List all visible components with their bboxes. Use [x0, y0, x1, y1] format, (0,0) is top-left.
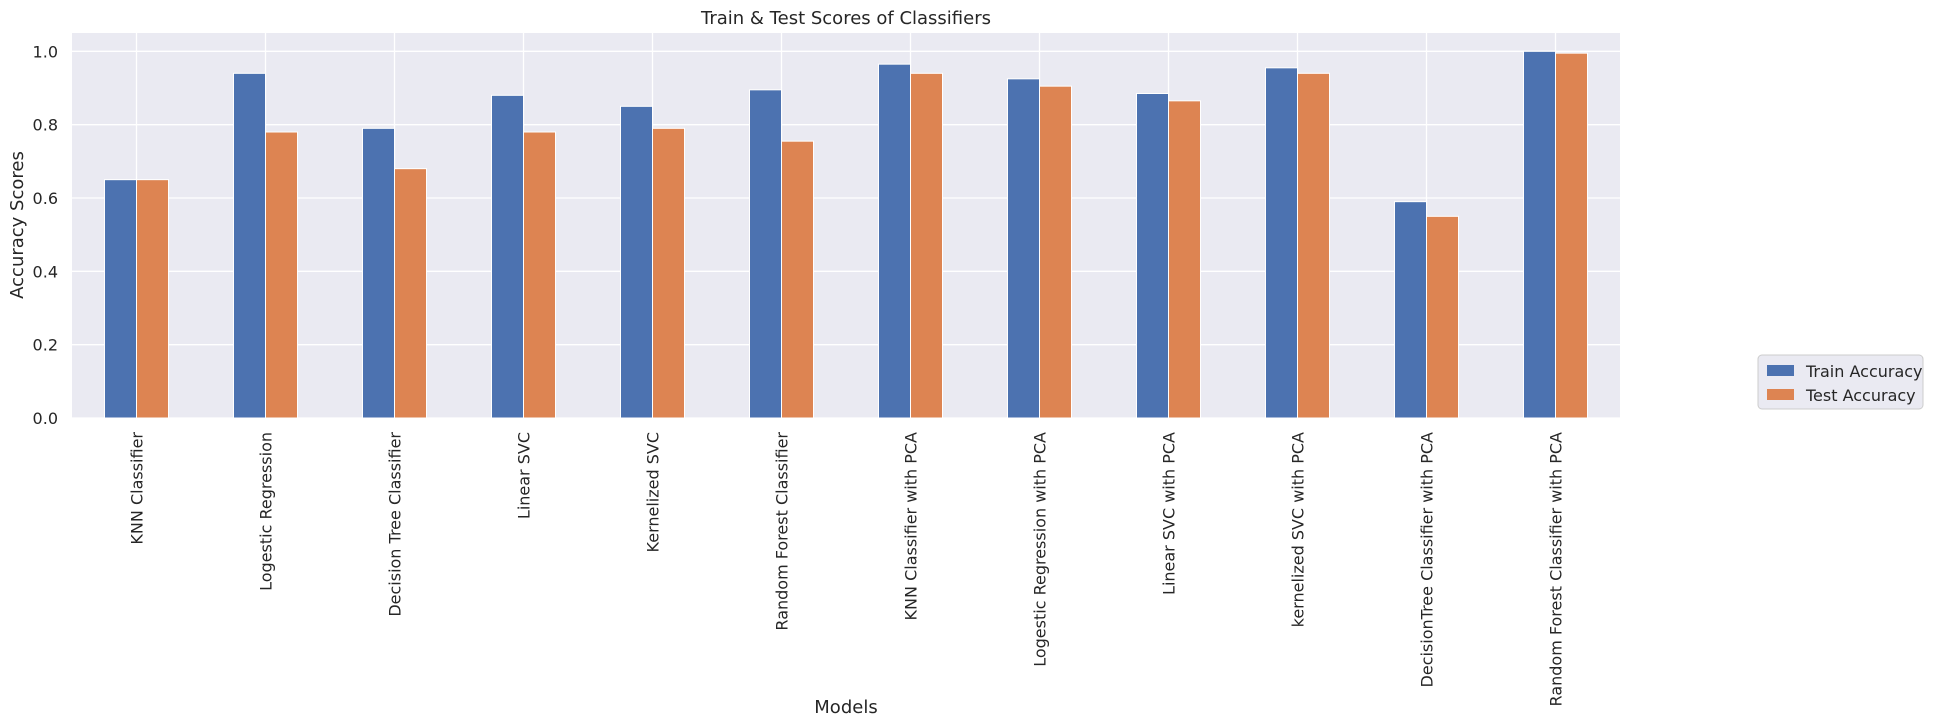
x-tick-label: DecisionTree Classifier with PCA — [1418, 432, 1437, 688]
bar-test-3 — [523, 131, 556, 419]
bar-train-7 — [1007, 78, 1040, 419]
bar-test-2 — [394, 168, 427, 419]
bar-test-0 — [136, 179, 169, 419]
bar-test-5 — [781, 140, 814, 419]
bar-test-4 — [652, 127, 685, 419]
legend-swatch-test — [1767, 389, 1794, 400]
x-tick-label: Logestic Regression with PCA — [1031, 432, 1050, 667]
legend-swatch-train — [1767, 365, 1794, 376]
x-tick-label: kernelized SVC with PCA — [1289, 432, 1308, 627]
y-axis: 0.0 0.2 0.4 0.6 0.8 1.0 — [33, 42, 58, 428]
bar-train-4 — [620, 105, 653, 419]
legend: Train Accuracy Test Accuracy — [1757, 354, 1924, 410]
x-tick-label: Decision Tree Classifier — [386, 432, 405, 617]
bar-test-9 — [1297, 72, 1330, 419]
bar-train-8 — [1136, 93, 1169, 419]
bar-train-1 — [233, 72, 266, 419]
bar-train-6 — [878, 63, 911, 419]
bar-train-5 — [749, 89, 782, 419]
legend-label-test: Test Accuracy — [1805, 386, 1916, 405]
x-axis: KNN Classifier Logestic Regression Decisio… — [128, 432, 1566, 707]
bar-train-0 — [104, 179, 137, 419]
x-tick-label: Kernelized SVC — [644, 432, 663, 552]
x-tick-label: Random Forest Classifier with PCA — [1547, 432, 1566, 706]
y-tick-label: 0.2 — [33, 336, 58, 355]
bar-train-3 — [491, 94, 524, 419]
bar-test-1 — [265, 131, 298, 419]
x-tick-label: KNN Classifier with PCA — [902, 432, 921, 620]
y-tick-label: 0.0 — [33, 409, 58, 428]
y-tick-label: 0.4 — [33, 262, 58, 281]
y-tick-label: 0.6 — [33, 189, 58, 208]
x-tick-label: Random Forest Classifier — [773, 432, 792, 631]
x-tick-label: KNN Classifier — [128, 432, 147, 545]
bar-train-2 — [362, 127, 395, 419]
x-tick-label: Linear SVC with PCA — [1160, 432, 1179, 595]
y-tick-label: 0.8 — [33, 116, 58, 135]
legend-box — [1757, 354, 1924, 410]
bar-test-6 — [910, 72, 943, 419]
legend-label-train: Train Accuracy — [1805, 362, 1923, 381]
bars — [104, 50, 1588, 419]
bar-test-7 — [1039, 85, 1072, 419]
x-tick-label: Linear SVC — [515, 432, 534, 519]
plot-area — [72, 33, 1620, 418]
bar-test-10 — [1426, 215, 1459, 419]
x-tick-label: Logestic Regression — [257, 432, 276, 591]
bar-test-11 — [1555, 52, 1588, 419]
bar-train-11 — [1523, 50, 1556, 419]
x-axis-label: Models — [814, 697, 877, 718]
y-axis-label: Accuracy Scores — [7, 151, 28, 299]
bar-test-8 — [1168, 100, 1201, 419]
bar-train-9 — [1265, 67, 1298, 419]
chart-title: Train & Test Scores of Classifiers — [700, 8, 991, 29]
bar-train-10 — [1394, 201, 1427, 419]
y-tick-label: 1.0 — [33, 42, 58, 61]
